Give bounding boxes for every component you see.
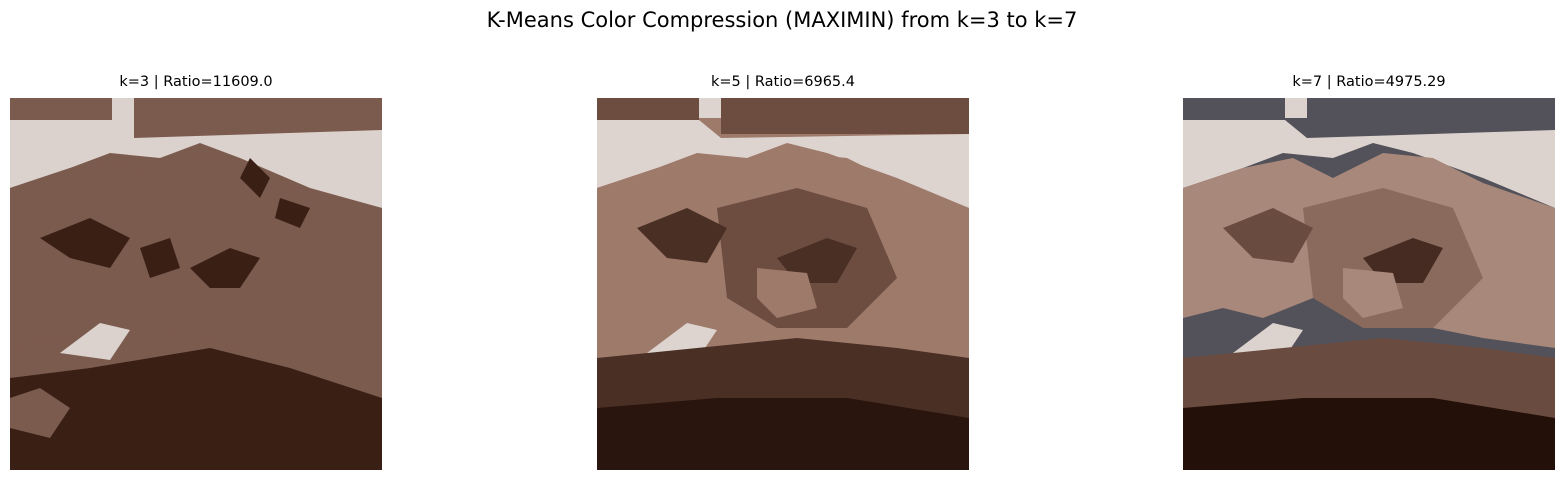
- compressed-cat-image-k3: [10, 98, 382, 470]
- panel-title: k=5 | Ratio=6965.4: [711, 74, 855, 90]
- panel-k3: k=3 | Ratio=11609.0: [10, 72, 382, 470]
- panel-k5: k=5 | Ratio=6965.4: [597, 72, 969, 470]
- figure-title: K-Means Color Compression (MAXIMIN) from…: [486, 8, 1078, 32]
- panel-title: k=7 | Ratio=4975.29: [1292, 74, 1446, 90]
- panel-title: k=3 | Ratio=11609.0: [119, 74, 273, 90]
- panel-k7: k=7 | Ratio=4975.29: [1183, 72, 1555, 470]
- compressed-cat-image-k7: [1183, 98, 1555, 470]
- compressed-cat-image-k5: [597, 98, 969, 470]
